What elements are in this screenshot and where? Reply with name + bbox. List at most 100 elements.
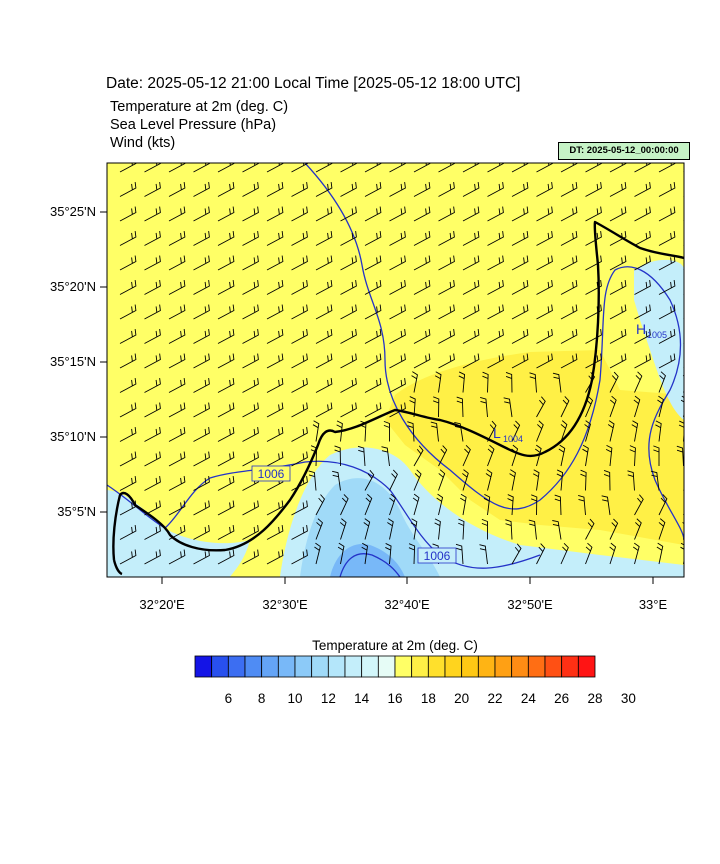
- wind-barb: [410, 518, 418, 540]
- lon-label: 32°30'E: [262, 597, 308, 612]
- wind-barb: [340, 329, 357, 344]
- wind-barb: [658, 206, 676, 222]
- wind-barb: [683, 342, 684, 344]
- lat-label: 35°20'N: [50, 279, 96, 294]
- wind-barb: [389, 163, 406, 173]
- colorbar-swatch: [361, 655, 379, 678]
- map-title: Date: 2025-05-12 21:00 Local Time [2025-…: [106, 75, 521, 92]
- wind-barb: [291, 231, 308, 246]
- wind-barb: [385, 543, 392, 565]
- wind-barb: [291, 427, 308, 442]
- wind-barb: [438, 206, 455, 222]
- wind-barb: [315, 518, 323, 540]
- wind-barb: [505, 372, 513, 393]
- wind-barb: [193, 163, 210, 173]
- wind-barb: [315, 402, 333, 418]
- wind-barb: [511, 304, 529, 320]
- wind-barb: [680, 542, 684, 565]
- colorbar-swatch: [261, 655, 279, 678]
- wind-barb: [144, 182, 161, 197]
- wind-barb: [609, 280, 627, 295]
- wind-barb: [534, 444, 542, 467]
- temperature-field-18-ne: [634, 259, 684, 420]
- wind-barb: [242, 182, 259, 197]
- wind-barb: [217, 525, 235, 540]
- wind-barb: [242, 280, 259, 295]
- wind-barb: [334, 445, 341, 467]
- colorbar: [194, 655, 596, 678]
- lat-label: 35°25'N: [50, 204, 96, 219]
- wind-barb: [582, 444, 589, 467]
- lon-label: 32°40'E: [384, 597, 430, 612]
- wind-barb: [487, 304, 504, 320]
- wind-barb: [536, 163, 553, 173]
- wind-barb: [242, 525, 259, 540]
- wind-barb: [585, 353, 602, 369]
- wind-barb: [119, 182, 137, 197]
- wind-barb: [585, 163, 602, 173]
- wind-barb: [364, 182, 382, 197]
- wind-barb: [291, 378, 308, 393]
- wind-barb: [438, 353, 455, 369]
- wind-barb: [536, 420, 544, 442]
- wind-barb: [603, 470, 611, 491]
- wind-barb: [609, 542, 617, 565]
- wind-barb: [487, 231, 504, 246]
- dt-badge: DT: 2025-05-12_00:00:00: [558, 142, 690, 160]
- wind-barb: [658, 231, 676, 246]
- wind-barb: [609, 371, 619, 393]
- wind-barb: [560, 420, 568, 442]
- wind-barb: [413, 445, 424, 467]
- wind-barb: [585, 255, 602, 271]
- wind-barb: [487, 444, 495, 467]
- wind-barb: [511, 280, 529, 295]
- wind-barb: [632, 542, 640, 565]
- wind-barb: [193, 451, 210, 467]
- colorbar-tick-label: 16: [387, 691, 402, 706]
- wind-barb: [560, 255, 578, 271]
- high-center-value: 1005: [647, 330, 667, 340]
- wind-barb: [658, 371, 666, 393]
- wind-barb: [242, 231, 259, 246]
- wind-barb: [585, 304, 602, 320]
- wind-barb: [389, 182, 406, 197]
- isobar-labels: 1006 1006: [251, 465, 457, 564]
- wind-barb: [193, 231, 210, 246]
- isobar-1006-b: [339, 553, 401, 577]
- wind-barb: [217, 402, 235, 418]
- map-plot-area: 1006 1006 H 1005 L 1004: [107, 163, 684, 577]
- wind-barb: [434, 371, 442, 393]
- wind-barb: [487, 206, 504, 222]
- wind-barb: [683, 244, 684, 246]
- wind-barb: [332, 470, 341, 491]
- wind-barb: [609, 353, 627, 369]
- wind-barb: [266, 329, 284, 344]
- wind-barb: [364, 493, 373, 516]
- wind-barb: [364, 402, 382, 418]
- wind-barb: [460, 493, 467, 516]
- isobar-label: 1006: [258, 467, 285, 481]
- colorbar-tick-label: 8: [258, 691, 266, 706]
- wind-barb: [389, 231, 406, 246]
- wind-barb: [560, 353, 578, 369]
- wind-barb: [291, 525, 308, 540]
- wind-barb: [266, 402, 284, 418]
- wind-barb: [655, 420, 662, 442]
- wind-barbs: [119, 163, 684, 565]
- wind-barb: [585, 206, 602, 222]
- wind-barb: [144, 231, 161, 246]
- colorbar-title: Temperature at 2m (deg. C): [312, 638, 478, 653]
- wind-barb: [119, 378, 137, 393]
- wind-barb: [168, 353, 186, 369]
- wind-barb: [560, 231, 578, 246]
- wind-barb: [634, 280, 651, 295]
- wind-barb: [315, 280, 333, 295]
- wind-barb: [389, 280, 406, 295]
- wind-barb: [536, 304, 553, 320]
- wind-barb: [658, 494, 668, 516]
- wind-barb: [658, 280, 676, 295]
- wind-barb: [609, 304, 627, 320]
- colorbar-ticks: 6 8 10 12 14 16 18 20 22 24 26 28 30: [225, 691, 636, 706]
- wind-barb: [585, 182, 602, 197]
